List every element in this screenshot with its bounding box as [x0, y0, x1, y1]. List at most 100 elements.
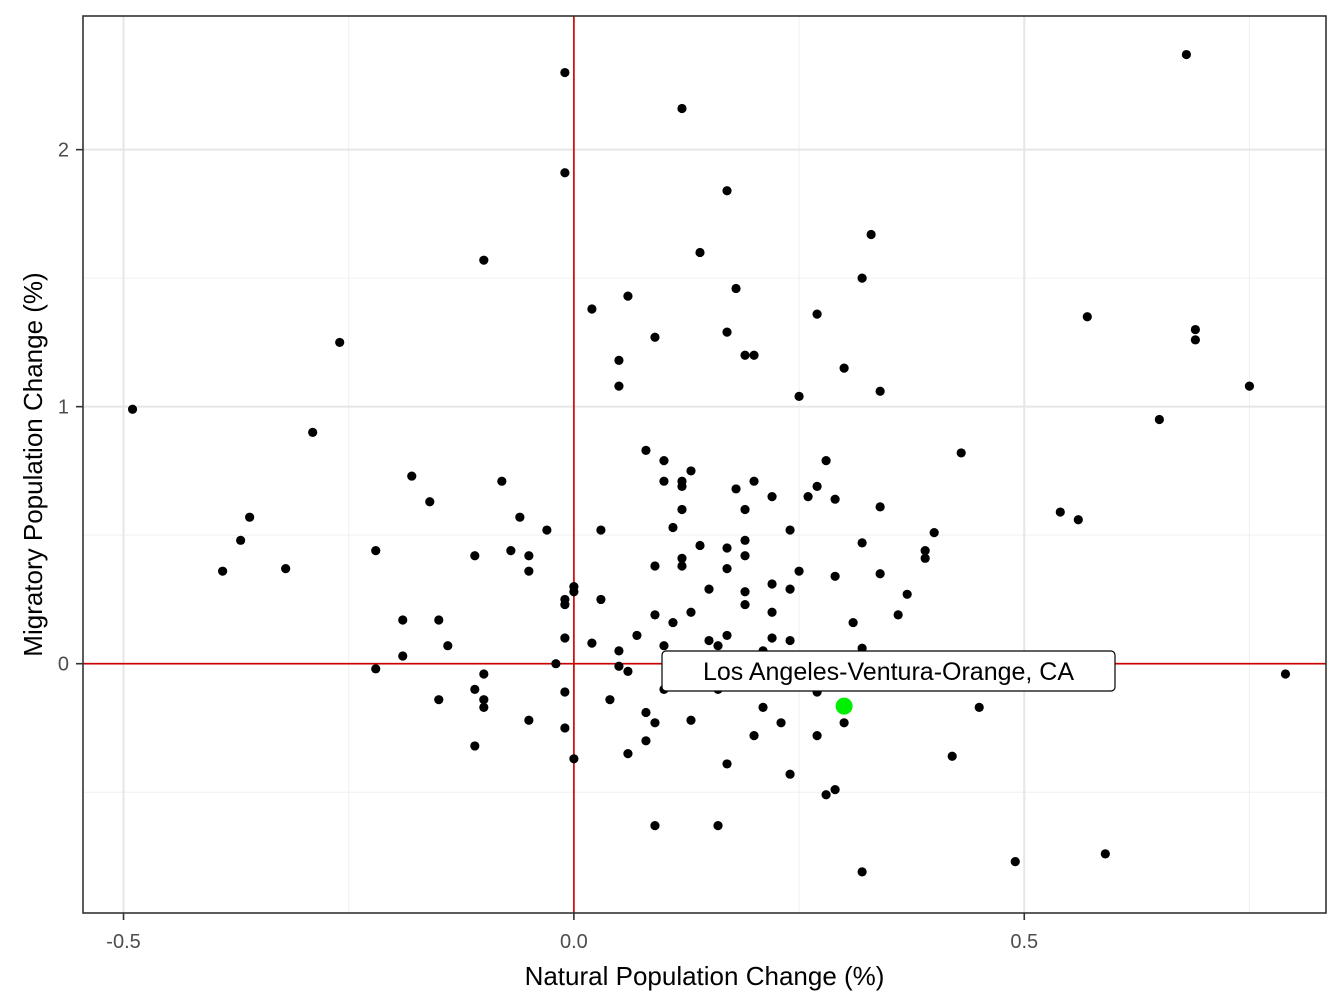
- data-point: [722, 630, 732, 641]
- data-point: [524, 715, 534, 725]
- data-point: [794, 566, 804, 576]
- data-point: [713, 821, 723, 831]
- data-point: [542, 525, 552, 535]
- data-point: [1073, 515, 1083, 525]
- data-point: [515, 512, 525, 522]
- data-point: [857, 867, 867, 877]
- data-point: [623, 666, 633, 677]
- data-point: [614, 355, 624, 366]
- data-point: [479, 695, 489, 705]
- data-point: [875, 502, 885, 512]
- data-point: [614, 646, 624, 656]
- data-point: [785, 635, 795, 646]
- data-point: [659, 456, 669, 466]
- data-point: [830, 494, 840, 504]
- data-point: [596, 525, 606, 535]
- data-point: [812, 309, 822, 319]
- data-point: [1190, 324, 1200, 335]
- data-point: [569, 587, 579, 597]
- data-point: [740, 551, 750, 561]
- data-point: [740, 350, 750, 360]
- data-point: [866, 229, 876, 240]
- data-point: [569, 754, 579, 764]
- data-point: [740, 587, 750, 597]
- data-point: [767, 579, 777, 589]
- x-axis-title: Natural Population Change (%): [525, 961, 885, 991]
- data-point: [785, 584, 795, 594]
- data-point: [587, 638, 597, 648]
- y-tick-label: 1: [58, 397, 69, 419]
- highlight-point: [835, 697, 853, 715]
- data-point: [749, 350, 759, 360]
- data-point: [812, 731, 822, 741]
- data-point: [803, 492, 813, 502]
- data-point: [407, 471, 417, 481]
- data-point: [731, 484, 741, 494]
- data-point: [1190, 335, 1200, 345]
- data-point: [1055, 507, 1065, 517]
- data-point: [767, 607, 777, 617]
- data-point: [731, 283, 741, 294]
- data-point: [551, 659, 561, 669]
- data-point: [614, 381, 624, 391]
- data-point: [812, 481, 822, 491]
- data-point: [830, 785, 840, 795]
- highlight-annotation: Los Angeles-Ventura-Orange, CA: [661, 650, 1116, 715]
- data-point: [623, 291, 633, 301]
- data-point: [1181, 49, 1191, 60]
- data-point: [127, 404, 138, 414]
- data-point: [668, 617, 678, 628]
- data-point: [974, 702, 984, 712]
- data-point: [839, 363, 849, 373]
- data-point: [767, 633, 777, 643]
- data-point: [686, 607, 696, 617]
- data-point: [686, 715, 696, 725]
- data-point: [704, 635, 714, 646]
- y-tick-label: 2: [58, 140, 69, 162]
- data-point: [749, 476, 759, 486]
- data-point: [506, 546, 516, 556]
- data-point: [245, 512, 255, 522]
- data-point: [641, 736, 651, 746]
- data-point: [641, 707, 651, 718]
- data-point: [470, 684, 480, 694]
- data-point: [560, 67, 570, 78]
- data-point: [704, 584, 714, 594]
- data-point: [650, 561, 660, 571]
- data-point: [650, 610, 660, 620]
- data-point: [632, 630, 642, 641]
- data-point: [1154, 414, 1164, 425]
- data-point: [722, 327, 732, 337]
- data-point: [659, 476, 669, 486]
- data-point: [443, 641, 453, 651]
- data-point: [434, 695, 444, 705]
- data-point: [587, 304, 597, 314]
- gridlines: [83, 16, 1326, 913]
- data-point: [821, 456, 831, 466]
- data-point: [767, 492, 777, 502]
- data-point: [839, 718, 849, 728]
- data-point: [821, 790, 831, 800]
- data-point: [695, 540, 705, 551]
- data-point: [875, 386, 885, 396]
- data-point: [623, 749, 633, 759]
- data-point: [740, 504, 750, 515]
- data-point: [956, 448, 966, 458]
- data-point: [677, 481, 687, 491]
- data-point: [893, 610, 903, 620]
- data-point: [1244, 381, 1255, 391]
- data-point: [479, 255, 489, 265]
- data-point: [686, 466, 696, 476]
- data-point: [857, 538, 867, 548]
- data-point: [641, 445, 651, 455]
- data-points: [127, 49, 1291, 877]
- axes: -0.5 0.0 0.5 0 1 2: [58, 140, 1038, 953]
- data-point: [902, 589, 912, 599]
- data-point: [677, 553, 687, 563]
- highlight-label-box: [661, 650, 1116, 692]
- data-point: [371, 664, 381, 674]
- plot-panel-border: [82, 15, 1327, 914]
- data-point: [1010, 856, 1020, 867]
